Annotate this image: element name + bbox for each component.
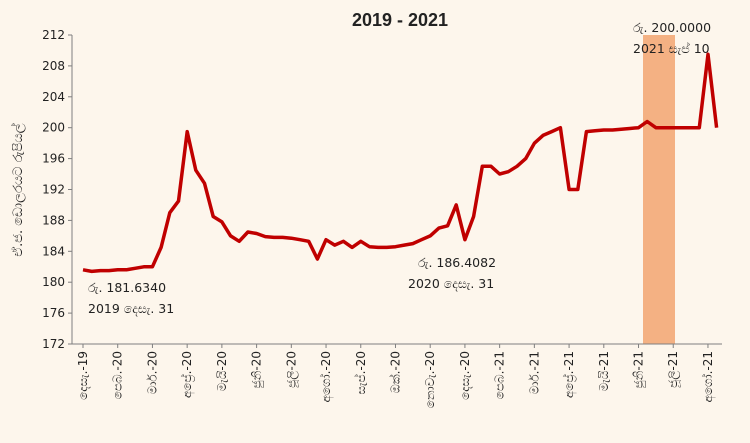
y-tick-label: 208 xyxy=(42,59,65,73)
y-tick-label: 172 xyxy=(42,337,65,351)
x-tick-label: දෙසැ.-19 xyxy=(76,351,90,400)
x-tick-label: මැයි-20 xyxy=(215,351,229,391)
y-tick-label: 204 xyxy=(42,90,65,104)
y-tick-label: 200 xyxy=(42,121,65,135)
highlight-band xyxy=(643,35,675,344)
y-axis-label: ඒ.ජ. ඩොලරයට රුපියල් xyxy=(10,123,26,256)
x-tick-label: අගෝ.-20 xyxy=(319,351,334,403)
x-tick-label: නොවැ.-20 xyxy=(423,351,437,408)
annotation: රු. 186.4082 xyxy=(418,255,496,270)
y-tick-label: 212 xyxy=(42,28,65,42)
x-tick-label: අප්‍රේ.-21 xyxy=(562,351,577,398)
annotation: රු. 200.0000 xyxy=(633,20,711,35)
annotation: 2019 දෙසැ. 31 xyxy=(88,301,174,317)
annotation: 2021 සැප් 10 xyxy=(633,41,710,56)
data-line xyxy=(82,52,719,274)
x-tick-label: දෙසැ.-20 xyxy=(458,351,472,400)
x-tick-label: මාර්.-21 xyxy=(527,351,541,394)
annotation: 2020 දෙසැ. 31 xyxy=(408,276,494,292)
x-tick-label: පෙබ.-21 xyxy=(493,351,507,399)
x-tick-label: අප්‍රේ.-20 xyxy=(180,351,195,398)
y-tick-label: 176 xyxy=(42,306,65,320)
x-tick-label: අගෝ.-21 xyxy=(701,351,716,403)
chart-title: 2019 - 2021 xyxy=(352,10,448,30)
y-tick-label: 184 xyxy=(42,244,65,258)
x-tick-label: ජුනි-20 xyxy=(250,351,265,388)
y-tick-label: 196 xyxy=(42,152,65,166)
x-tick-label: මාර්.-20 xyxy=(145,351,159,394)
y-tick-label: 180 xyxy=(42,275,65,289)
x-tick-label: ජූලි-21 xyxy=(666,351,681,388)
x-tick-label: සැප්.-20 xyxy=(354,351,368,395)
y-tick-label: 192 xyxy=(42,183,65,197)
x-tick-label: පෙබ.-20 xyxy=(111,351,125,399)
annotation: රු. 181.6340 xyxy=(88,280,166,295)
x-tick-label: ජුනි-21 xyxy=(632,351,647,388)
y-tick-label: 188 xyxy=(42,213,65,227)
x-tick-label: ජූලි-20 xyxy=(284,351,299,388)
x-tick-label: ඔක්.-20 xyxy=(388,351,402,393)
x-tick-label: මැයි-21 xyxy=(597,351,611,391)
